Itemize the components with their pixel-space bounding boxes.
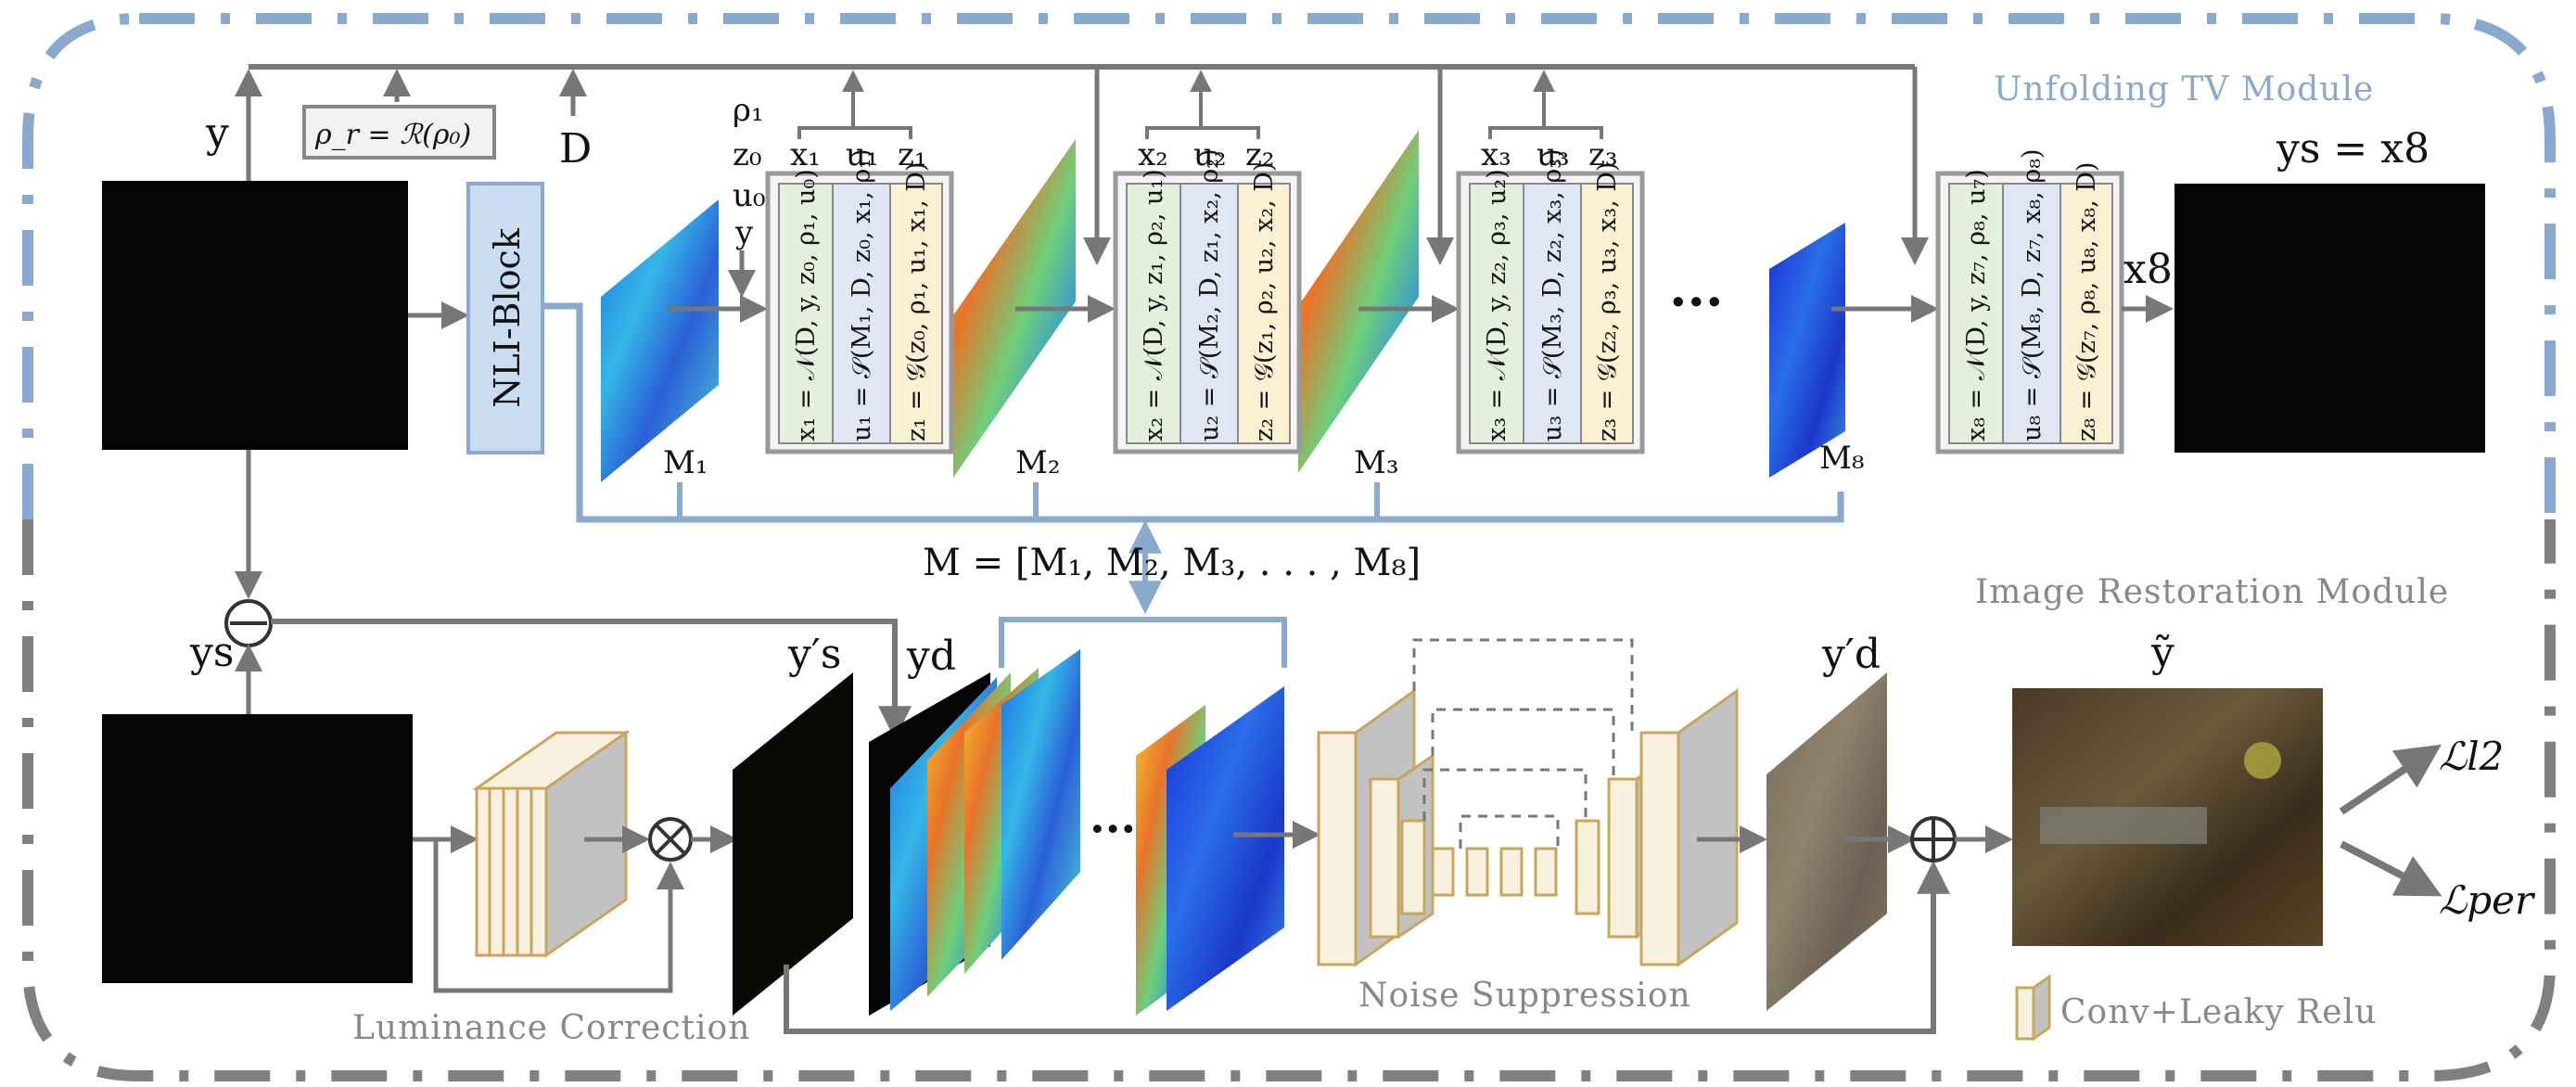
image-ys-prime bbox=[733, 672, 853, 1016]
map-m3 bbox=[1298, 130, 1419, 473]
image-yd-prime bbox=[1766, 672, 1887, 1011]
d-label: D bbox=[559, 125, 592, 173]
stage3-eq-x: x₃ = 𝒩(D, y, z₂, ρ₃, u₂) bbox=[1483, 169, 1511, 441]
add-op-cross bbox=[1912, 818, 1955, 861]
stage8-eq-u: u₈ = 𝒮(M₈, D, z₇, x₈, ρ₈) bbox=[2018, 148, 2047, 441]
map-label-m3: M₃ bbox=[1354, 444, 1398, 481]
ytilde-label: ỹ bbox=[2150, 629, 2174, 676]
stage3-outputs: x₃ u₃ z₃ bbox=[1481, 74, 1618, 173]
map-m8 bbox=[1769, 223, 1845, 478]
stage3-eq-u: u₃ = 𝒮(M₃, D, z₂, x₃, ρ₃) bbox=[1538, 148, 1567, 441]
legend-conv-icon bbox=[2015, 974, 2051, 1042]
luminance-conv-block bbox=[472, 730, 631, 958]
input-u0: u₀ bbox=[733, 177, 766, 214]
stage-box-1: x₁ = 𝒩(D, y, z₀, ρ₁, u₀) u₁ = 𝒮(M₁, D, z… bbox=[765, 148, 954, 454]
stage1-eq-z: z₁ = 𝒢(z₀, ρ₁, u₁, x₁, D) bbox=[902, 162, 931, 441]
unfolding-module-outline bbox=[22, 13, 2556, 519]
map-label-m8: M₈ bbox=[1819, 440, 1864, 477]
legend-label: Conv+Leaky Relu bbox=[2060, 993, 2377, 1031]
nli-block bbox=[466, 182, 544, 454]
stage1-out-x: x₁ bbox=[790, 136, 821, 173]
stage3-out-x: x₃ bbox=[1481, 136, 1511, 173]
rho-box bbox=[302, 105, 496, 160]
restoration-module-outline bbox=[22, 519, 2556, 1081]
multiply-op-cross bbox=[655, 824, 686, 855]
map-m2 bbox=[953, 139, 1076, 478]
loss-l2: ℒl2 bbox=[2439, 734, 2504, 779]
stage2-eq-u: u₂ = 𝒮(M₂, D, z₁, x₂, ρ₂) bbox=[1195, 148, 1224, 441]
concat-dots: ··· bbox=[1090, 803, 1136, 855]
m-equation: M = [M₁, M₂, M₃, . . . , M₈] bbox=[923, 542, 1421, 584]
stage1-out-u: u₁ bbox=[846, 136, 879, 173]
stage2-outputs: x₂ u₂ z₂ bbox=[1138, 74, 1275, 173]
stage1-eq-u: u₁ = 𝒮(M₁, D, z₀, x₁, ρ₁) bbox=[848, 148, 876, 441]
concat-map-f bbox=[1167, 686, 1284, 1011]
restoration-module-title: Image Restoration Module bbox=[1975, 573, 2449, 611]
ys-label: ys bbox=[189, 629, 234, 676]
restored-image-table bbox=[2040, 807, 2207, 844]
stage1-eq-x: x₁ = 𝒩(D, y, z₀, ρ₁, u₀) bbox=[792, 169, 821, 441]
input-z0: z₀ bbox=[733, 136, 762, 173]
input-image-y bbox=[102, 181, 408, 450]
stage2-eq-z: z₂ = 𝒢(z₁, ρ₂, u₂, x₂, D) bbox=[1250, 162, 1279, 441]
stage2-out-z: z₂ bbox=[1245, 136, 1275, 173]
stage8-eq-z: z₈ = 𝒢(z₇, ρ₈, u₈, x₈, D) bbox=[2072, 162, 2101, 441]
stage3-out-u: u₃ bbox=[1537, 136, 1570, 173]
stage-box-8: x₈ = 𝒩(D, y, z₇, ρ₈, u₇) u₈ = 𝒮(M₈, D, z… bbox=[1935, 148, 2124, 454]
ys-prime-label: y′s bbox=[787, 631, 841, 678]
y-label: y bbox=[205, 109, 229, 157]
input-image-ys bbox=[102, 714, 413, 983]
yd-line bbox=[271, 619, 912, 740]
stage2-eq-x: x₂ = 𝒩(D, y, z₁, ρ₂, u₁) bbox=[1140, 169, 1168, 441]
output-label: ys = x8 bbox=[2276, 125, 2429, 173]
stage3-out-z: z₃ bbox=[1588, 136, 1618, 173]
stage3-eq-z: z₃ = 𝒢(z₂, ρ₃, u₃, x₃, D) bbox=[1593, 162, 1622, 441]
map-label-m2: M₂ bbox=[1015, 444, 1060, 481]
yd-prime-label: y′d bbox=[1821, 631, 1881, 678]
stage-box-3: x₃ = 𝒩(D, y, z₂, ρ₃, u₂) u₃ = 𝒮(M₃, D, z… bbox=[1456, 148, 1645, 454]
loss-l2-arrow bbox=[2339, 744, 2442, 815]
stage1-outputs: x₁ u₁ z₁ bbox=[790, 74, 927, 173]
input-y: y bbox=[734, 214, 754, 251]
stage8-eq-x: x₈ = 𝒩(D, y, z₇, ρ₈, u₇) bbox=[1962, 169, 1991, 441]
yd-label: yd bbox=[906, 633, 956, 680]
top-dots: ··· bbox=[1669, 272, 1724, 333]
output-image-ys bbox=[2174, 184, 2485, 453]
input-rho1: ρ₁ bbox=[733, 92, 764, 129]
restored-image-chair bbox=[2244, 742, 2281, 779]
x8-label: x8 bbox=[2123, 246, 2173, 293]
stage2-out-x: x₂ bbox=[1138, 136, 1168, 173]
m-to-concat-bracket bbox=[999, 617, 1287, 668]
stage-box-2: x₂ = 𝒩(D, y, z₁, ρ₂, u₁) u₂ = 𝒮(M₂, D, z… bbox=[1113, 148, 1302, 454]
noise-label: Noise Suppression bbox=[1358, 977, 1691, 1015]
map-m1 bbox=[601, 199, 719, 482]
nli-block-label: NLI-Block bbox=[487, 227, 528, 408]
unfolding-module-title: Unfolding TV Module bbox=[1994, 70, 2374, 109]
map-label-m1: M₁ bbox=[663, 444, 708, 481]
noise-suppression-net bbox=[1317, 638, 1739, 967]
concat-map-d bbox=[1001, 649, 1080, 960]
rho-box-text: ρ_r = ℛ(ρ₀) bbox=[314, 119, 471, 151]
luminance-label: Luminance Correction bbox=[352, 1009, 750, 1047]
m-bus-line bbox=[542, 302, 1844, 523]
stage1-out-z: z₁ bbox=[898, 136, 927, 173]
lum-skip-path bbox=[433, 839, 684, 993]
skip-to-add-line bbox=[784, 860, 1950, 1034]
loss-per: ℒper bbox=[2439, 877, 2536, 923]
loss-per-arrow bbox=[2340, 840, 2442, 897]
stage2-out-u: u₂ bbox=[1193, 136, 1227, 173]
